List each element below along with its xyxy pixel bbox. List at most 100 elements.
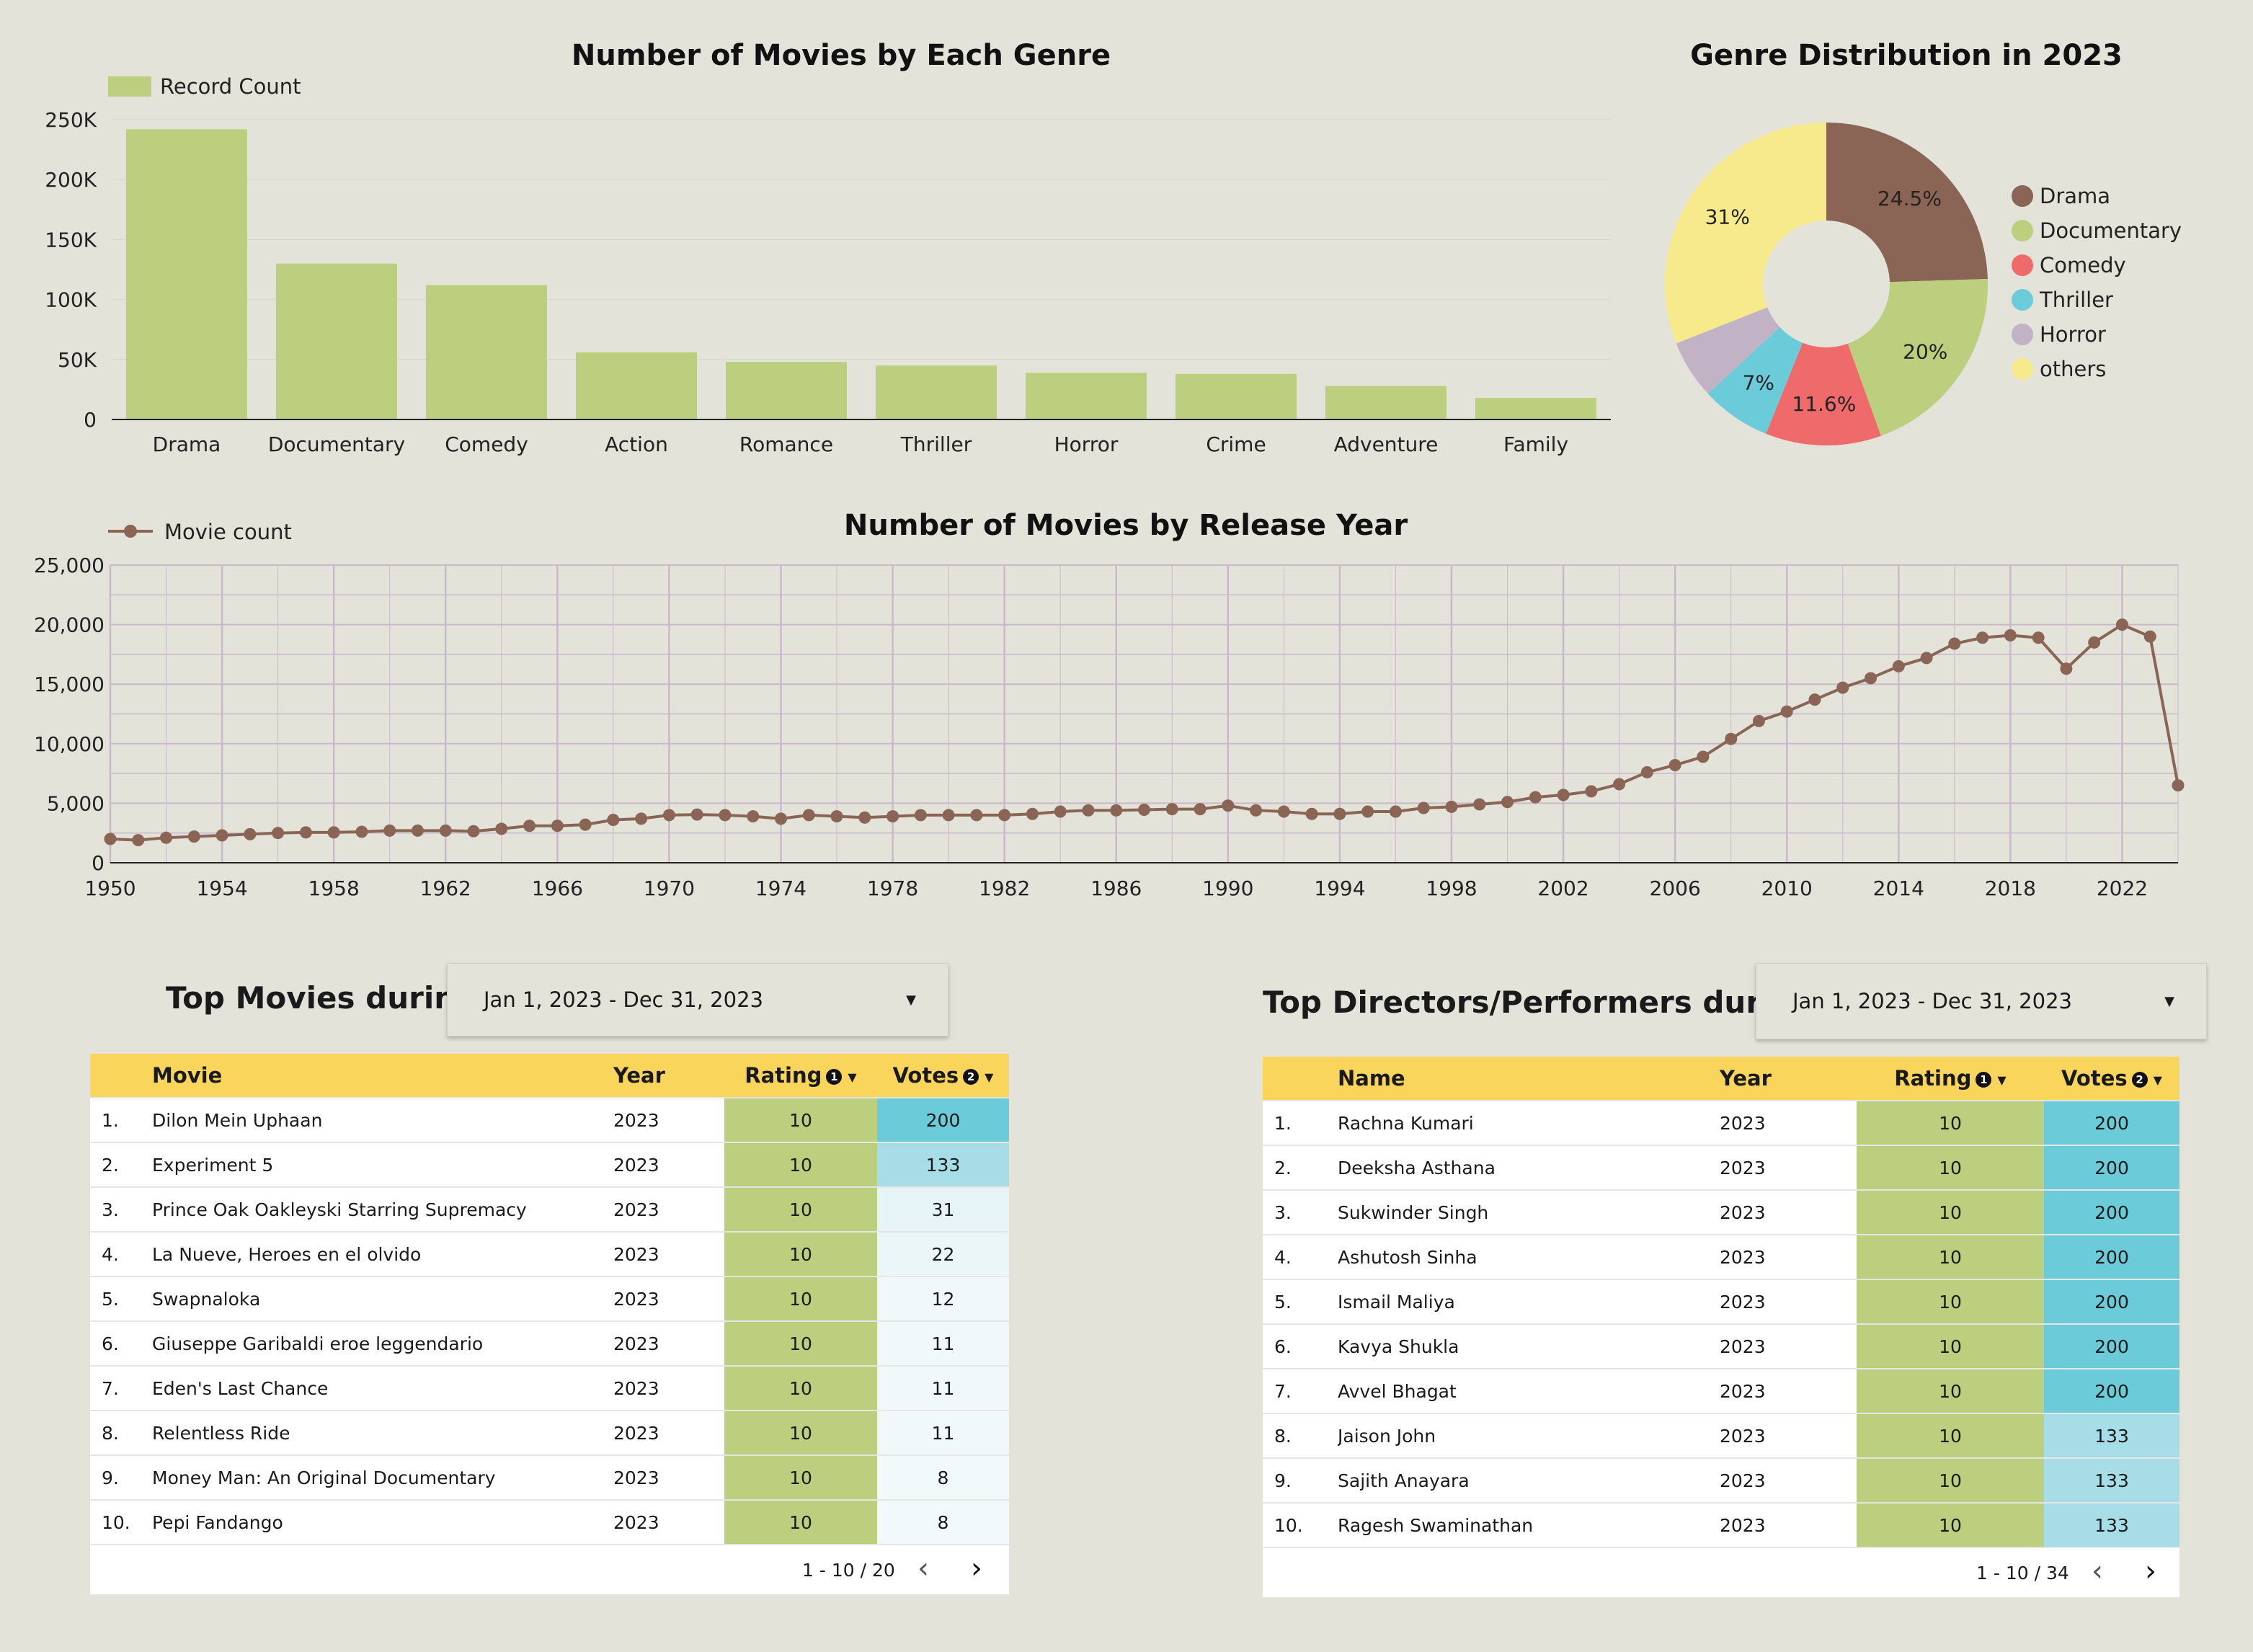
chevron-right-icon[interactable]: ›	[971, 1552, 982, 1585]
sort-caret-down-icon[interactable]: ▼	[1997, 1073, 2007, 1087]
movie-count-point[interactable]	[1585, 785, 1598, 798]
movie-count-point[interactable]	[1697, 750, 1710, 763]
pie-legend-label[interactable]: others	[2040, 357, 2106, 381]
bar-documentary[interactable]	[276, 263, 397, 419]
pie-slice-horror[interactable]	[1676, 307, 1780, 394]
table-row[interactable]: 9. Sajith Anayara 2023 10 133	[1263, 1457, 2179, 1503]
votes-column-header[interactable]: Votes 2 ▼	[877, 1054, 1009, 1098]
pie-legend-label[interactable]: Thriller	[2039, 288, 2113, 312]
movie-count-point[interactable]	[439, 824, 452, 837]
votes-column-header[interactable]: Votes 2 ▼	[2044, 1057, 2179, 1101]
bar-drama[interactable]	[126, 129, 247, 419]
movie-count-point[interactable]	[635, 812, 648, 825]
movie-count-point[interactable]	[1613, 778, 1626, 791]
table-row[interactable]: 1. Rachna Kumari 2023 10 200	[1263, 1100, 2179, 1145]
movie-count-point[interactable]	[160, 831, 173, 844]
movie-count-point[interactable]	[1808, 693, 1821, 706]
movie-count-point[interactable]	[1277, 805, 1290, 818]
movie-count-point[interactable]	[690, 808, 703, 821]
movie-count-point[interactable]	[998, 809, 1011, 822]
movie-count-point[interactable]	[1333, 807, 1346, 820]
bar-horror[interactable]	[1026, 373, 1147, 419]
table-row[interactable]: 10. Pepi Fandango 2023 10 8	[90, 1499, 1009, 1544]
movie-count-point[interactable]	[662, 809, 675, 822]
movie-count-point[interactable]	[244, 827, 257, 840]
movie-count-point[interactable]	[1445, 800, 1458, 813]
table-row[interactable]: 3. Prince Oak Oakleyski Starring Supremac…	[90, 1186, 1009, 1232]
movie-count-point[interactable]	[1920, 652, 1933, 665]
movie-count-point[interactable]	[1138, 803, 1150, 816]
movie-count-point[interactable]	[886, 810, 899, 823]
movies-date-range-picker[interactable]: Jan 1, 2023 - Dec 31, 2023 ▼	[447, 963, 948, 1036]
movie-count-point[interactable]	[2060, 662, 2073, 675]
table-row[interactable]: 2. Experiment 5 2023 10 133	[90, 1142, 1009, 1187]
bar-crime[interactable]	[1176, 373, 1297, 419]
movie-count-point[interactable]	[299, 826, 312, 839]
movie-count-point[interactable]	[914, 809, 927, 822]
pie-slice-thriller[interactable]	[1707, 327, 1803, 434]
pie-slice-comedy[interactable]	[1766, 342, 1881, 445]
sort-caret-down-icon[interactable]: ▼	[985, 1070, 994, 1084]
chevron-left-icon[interactable]: ‹	[917, 1552, 929, 1585]
movie-count-point[interactable]	[802, 809, 815, 822]
movie-count-point[interactable]	[523, 820, 536, 832]
sort-caret-down-icon[interactable]: ▼	[2153, 1073, 2162, 1087]
movie-column-header[interactable]: Movie	[152, 1054, 613, 1098]
movie-count-point[interactable]	[1250, 804, 1263, 817]
table-row[interactable]: 6. Giuseppe Garibaldi eroe leggendario 202…	[90, 1320, 1009, 1366]
table-row[interactable]: 7. Avvel Bhagat 2023 10 200	[1263, 1368, 2179, 1413]
pie-slice-drama[interactable]	[1826, 123, 1988, 283]
pie-legend-label[interactable]: Documentary	[2040, 218, 2182, 243]
movie-count-point[interactable]	[2172, 779, 2185, 792]
bar-family[interactable]	[1475, 398, 1596, 419]
movie-count-point[interactable]	[970, 809, 983, 822]
movie-count-point[interactable]	[1082, 804, 1095, 817]
pie-legend-label[interactable]: Horror	[2040, 322, 2106, 347]
rating-column-header[interactable]: Rating 1 ▼	[1857, 1057, 2044, 1101]
bar-action[interactable]	[576, 352, 697, 419]
movie-count-point[interactable]	[942, 809, 955, 822]
movie-count-point[interactable]	[1948, 637, 1961, 650]
movie-count-point[interactable]	[355, 825, 368, 838]
movie-count-point[interactable]	[272, 827, 285, 840]
rating-column-header[interactable]: Rating 1 ▼	[724, 1054, 877, 1098]
table-row[interactable]: 6. Kavya Shukla 2023 10 200	[1263, 1323, 2179, 1369]
movie-count-point[interactable]	[467, 825, 480, 838]
movie-count-point[interactable]	[1417, 801, 1430, 814]
movie-count-point[interactable]	[1668, 759, 1681, 772]
movie-count-point[interactable]	[2143, 630, 2156, 643]
year-column-header[interactable]: Year	[613, 1054, 724, 1098]
movie-count-point[interactable]	[2088, 636, 2101, 649]
table-row[interactable]: 7. Eden's Last Chance 2023 10 11	[90, 1365, 1009, 1411]
table-row[interactable]: 2. Deeksha Asthana 2023 10 200	[1263, 1145, 2179, 1190]
pie-slice-documentary[interactable]	[1847, 278, 1988, 436]
movie-count-point[interactable]	[1473, 798, 1486, 811]
movie-count-point[interactable]	[1976, 631, 1989, 644]
movie-count-point[interactable]	[1836, 681, 1849, 694]
movie-count-point[interactable]	[2004, 629, 2017, 641]
table-row[interactable]: 10. Ragesh Swaminathan 2023 10 133	[1263, 1502, 2179, 1547]
movie-count-point[interactable]	[215, 829, 228, 842]
movie-count-point[interactable]	[551, 820, 564, 832]
movie-count-point[interactable]	[1501, 796, 1514, 809]
table-row[interactable]: 5. Swapnaloka 2023 10 12	[90, 1276, 1009, 1321]
table-row[interactable]: 5. Ismail Maliya 2023 10 200	[1263, 1279, 2179, 1324]
movie-count-point[interactable]	[858, 811, 871, 824]
movie-count-point[interactable]	[1752, 714, 1765, 727]
people-date-range-picker[interactable]: Jan 1, 2023 - Dec 31, 2023 ▼	[1756, 963, 2207, 1039]
movie-count-point[interactable]	[104, 832, 117, 845]
table-row[interactable]: 4. La Nueve, Heroes en el olvido 2023 10 22	[90, 1231, 1009, 1276]
movie-count-point[interactable]	[1305, 807, 1318, 820]
bar-comedy[interactable]	[426, 285, 547, 419]
movie-count-point[interactable]	[1361, 805, 1374, 818]
movie-count-point[interactable]	[1110, 804, 1123, 817]
sort-caret-down-icon[interactable]: ▼	[848, 1070, 857, 1084]
table-row[interactable]: 9. Money Man: An Original Documentary 2023…	[90, 1455, 1009, 1500]
movie-count-point[interactable]	[719, 809, 732, 822]
pie-slice-others[interactable]	[1665, 123, 1826, 344]
movie-count-point[interactable]	[2032, 631, 2045, 644]
movie-count-point[interactable]	[1194, 803, 1207, 816]
movie-count-point[interactable]	[187, 830, 200, 843]
movie-count-point[interactable]	[327, 826, 340, 839]
movie-count-point[interactable]	[1054, 805, 1067, 818]
